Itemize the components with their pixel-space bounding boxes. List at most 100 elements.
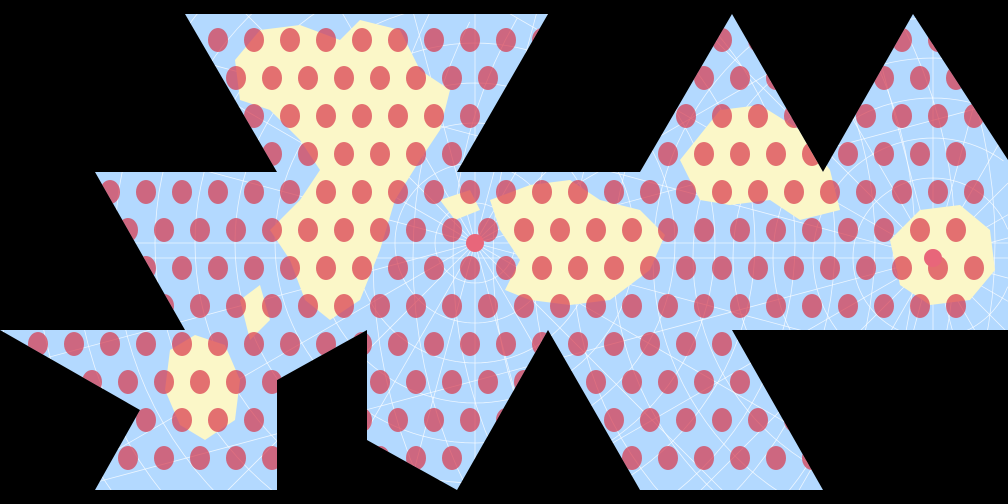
tissot-indicatrix <box>316 180 336 204</box>
tissot-indicatrix <box>550 446 570 470</box>
tissot-indicatrix <box>910 370 930 394</box>
tissot-indicatrix <box>370 370 390 394</box>
tissot-indicatrix <box>640 256 660 280</box>
tissot-indicatrix <box>460 104 480 128</box>
tissot-indicatrix <box>622 294 642 318</box>
tissot-indicatrix <box>676 256 696 280</box>
tissot-indicatrix <box>460 180 480 204</box>
tissot-indicatrix <box>478 370 498 394</box>
tissot-indicatrix <box>550 294 570 318</box>
tissot-indicatrix <box>892 28 912 52</box>
tissot-indicatrix <box>820 180 840 204</box>
tissot-indicatrix <box>298 294 318 318</box>
tissot-indicatrix <box>892 332 912 356</box>
tissot-indicatrix <box>406 370 426 394</box>
tissot-indicatrix <box>604 256 624 280</box>
tissot-indicatrix <box>46 370 66 394</box>
tissot-indicatrix <box>82 142 102 166</box>
tissot-indicatrix <box>118 142 138 166</box>
tissot-indicatrix <box>910 142 930 166</box>
tissot-indicatrix <box>856 256 876 280</box>
tissot-indicatrix <box>658 294 678 318</box>
tissot-indicatrix <box>568 104 588 128</box>
tissot-indicatrix <box>694 142 714 166</box>
tissot-indicatrix <box>946 370 966 394</box>
north-pole-marker <box>466 234 484 252</box>
tissot-indicatrix <box>532 256 552 280</box>
tissot-indicatrix <box>964 104 984 128</box>
tissot-indicatrix <box>784 28 804 52</box>
tissot-indicatrix <box>802 446 822 470</box>
tissot-indicatrix <box>676 104 696 128</box>
parallel-line <box>588 242 756 490</box>
tissot-indicatrix <box>928 332 948 356</box>
tissot-indicatrix <box>316 104 336 128</box>
land-north-america <box>235 20 450 320</box>
tissot-indicatrix <box>406 294 426 318</box>
parallel-line <box>452 17 518 490</box>
tissot-indicatrix <box>784 180 804 204</box>
tissot-indicatrix <box>28 256 48 280</box>
tissot-indicatrix <box>568 408 588 432</box>
tissot-indicatrix <box>586 66 606 90</box>
tissot-indicatrix <box>352 28 372 52</box>
tissot-indicatrix <box>46 66 66 90</box>
tissot-indicatrix <box>910 66 930 90</box>
tissot-indicatrix <box>568 28 588 52</box>
tissot-indicatrix <box>532 104 552 128</box>
tissot-indicatrix <box>766 66 786 90</box>
tissot-indicatrix <box>604 408 624 432</box>
tissot-indicatrix <box>874 66 894 90</box>
tissot-indicatrix <box>604 180 624 204</box>
tissot-indicatrix <box>874 218 894 242</box>
tissot-indicatrix <box>280 180 300 204</box>
parallel-line <box>986 15 1008 71</box>
tissot-indicatrix <box>838 370 858 394</box>
tissot-indicatrix <box>838 142 858 166</box>
tissot-indicatrix <box>712 104 732 128</box>
tissot-indicatrix <box>244 180 264 204</box>
tissot-indicatrix <box>298 370 318 394</box>
tissot-indicatrix <box>730 142 750 166</box>
tissot-indicatrix <box>460 408 480 432</box>
tissot-indicatrix <box>784 256 804 280</box>
tissot-indicatrix <box>640 28 660 52</box>
tissot-indicatrix <box>46 294 66 318</box>
tissot-indicatrix <box>802 66 822 90</box>
tissot-indicatrix <box>712 408 732 432</box>
tissot-indicatrix <box>262 294 282 318</box>
tissot-indicatrix <box>604 104 624 128</box>
tissot-indicatrix <box>766 446 786 470</box>
south-pole-marker <box>924 249 942 267</box>
tissot-indicatrix <box>748 28 768 52</box>
tissot-indicatrix <box>442 218 462 242</box>
tissot-indicatrix <box>334 446 354 470</box>
tissot-indicatrix <box>316 332 336 356</box>
tissot-indicatrix <box>244 408 264 432</box>
tissot-indicatrix <box>676 28 696 52</box>
tissot-indicatrix <box>28 28 48 52</box>
tissot-indicatrix <box>136 28 156 52</box>
tissot-indicatrix <box>496 104 516 128</box>
tissot-indicatrix <box>694 294 714 318</box>
tissot-indicatrix <box>226 446 246 470</box>
tissot-indicatrix <box>496 256 516 280</box>
tissot-indicatrix <box>478 446 498 470</box>
tissot-indicatrix <box>424 256 444 280</box>
tissot-indicatrix <box>730 218 750 242</box>
tissot-indicatrix <box>856 408 876 432</box>
tissot-indicatrix <box>712 180 732 204</box>
tissot-indicatrix <box>136 180 156 204</box>
tissot-indicatrix <box>784 332 804 356</box>
tissot-indicatrix <box>586 446 606 470</box>
tissot-indicatrix <box>370 294 390 318</box>
tissot-indicatrix <box>298 218 318 242</box>
tissot-indicatrix <box>28 180 48 204</box>
tissot-indicatrix <box>352 256 372 280</box>
tissot-indicatrix <box>424 104 444 128</box>
tissot-indicatrix <box>856 180 876 204</box>
parallel-line <box>973 415 1008 490</box>
tissot-indicatrix <box>136 104 156 128</box>
tissot-indicatrix <box>748 180 768 204</box>
tissot-indicatrix <box>244 256 264 280</box>
